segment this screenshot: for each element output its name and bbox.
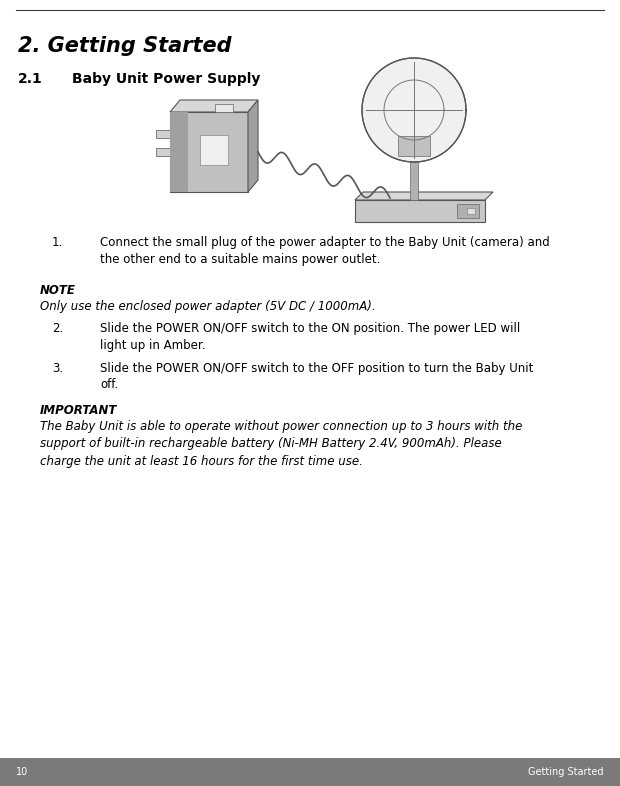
- Bar: [398, 136, 430, 156]
- Bar: [200, 135, 228, 165]
- Polygon shape: [170, 100, 258, 112]
- Text: 1.: 1.: [52, 236, 63, 249]
- Text: Connect the small plug of the power adapter to the Baby Unit (camera) and
the ot: Connect the small plug of the power adap…: [100, 236, 550, 266]
- Text: Baby Unit Power Supply: Baby Unit Power Supply: [72, 72, 260, 86]
- Bar: [170, 112, 188, 192]
- Bar: [355, 200, 485, 222]
- Bar: [156, 130, 170, 138]
- Text: 2.1: 2.1: [18, 72, 43, 86]
- Polygon shape: [248, 100, 258, 192]
- Bar: [467, 208, 475, 214]
- Bar: [215, 104, 233, 112]
- Text: IMPORTANT: IMPORTANT: [40, 404, 117, 417]
- Text: The Baby Unit is able to operate without power connection up to 3 hours with the: The Baby Unit is able to operate without…: [40, 420, 523, 468]
- Bar: [170, 112, 248, 192]
- Text: 2.: 2.: [52, 322, 63, 335]
- Text: 10: 10: [16, 767, 29, 777]
- Bar: [457, 204, 479, 218]
- Text: Only use the enclosed power adapter (5V DC / 1000mA).: Only use the enclosed power adapter (5V …: [40, 300, 376, 313]
- Bar: [0, 758, 620, 786]
- Bar: [156, 148, 170, 156]
- Text: NOTE: NOTE: [40, 284, 76, 297]
- Text: Slide the POWER ON/OFF switch to the OFF position to turn the Baby Unit
off.: Slide the POWER ON/OFF switch to the OFF…: [100, 362, 533, 391]
- Text: Slide the POWER ON/OFF switch to the ON position. The power LED will
light up in: Slide the POWER ON/OFF switch to the ON …: [100, 322, 520, 351]
- Text: Getting Started: Getting Started: [528, 767, 604, 777]
- Text: 3.: 3.: [52, 362, 63, 375]
- Text: 2. Getting Started: 2. Getting Started: [18, 36, 232, 56]
- Bar: [410, 140, 418, 200]
- Polygon shape: [362, 58, 466, 162]
- Polygon shape: [355, 192, 493, 200]
